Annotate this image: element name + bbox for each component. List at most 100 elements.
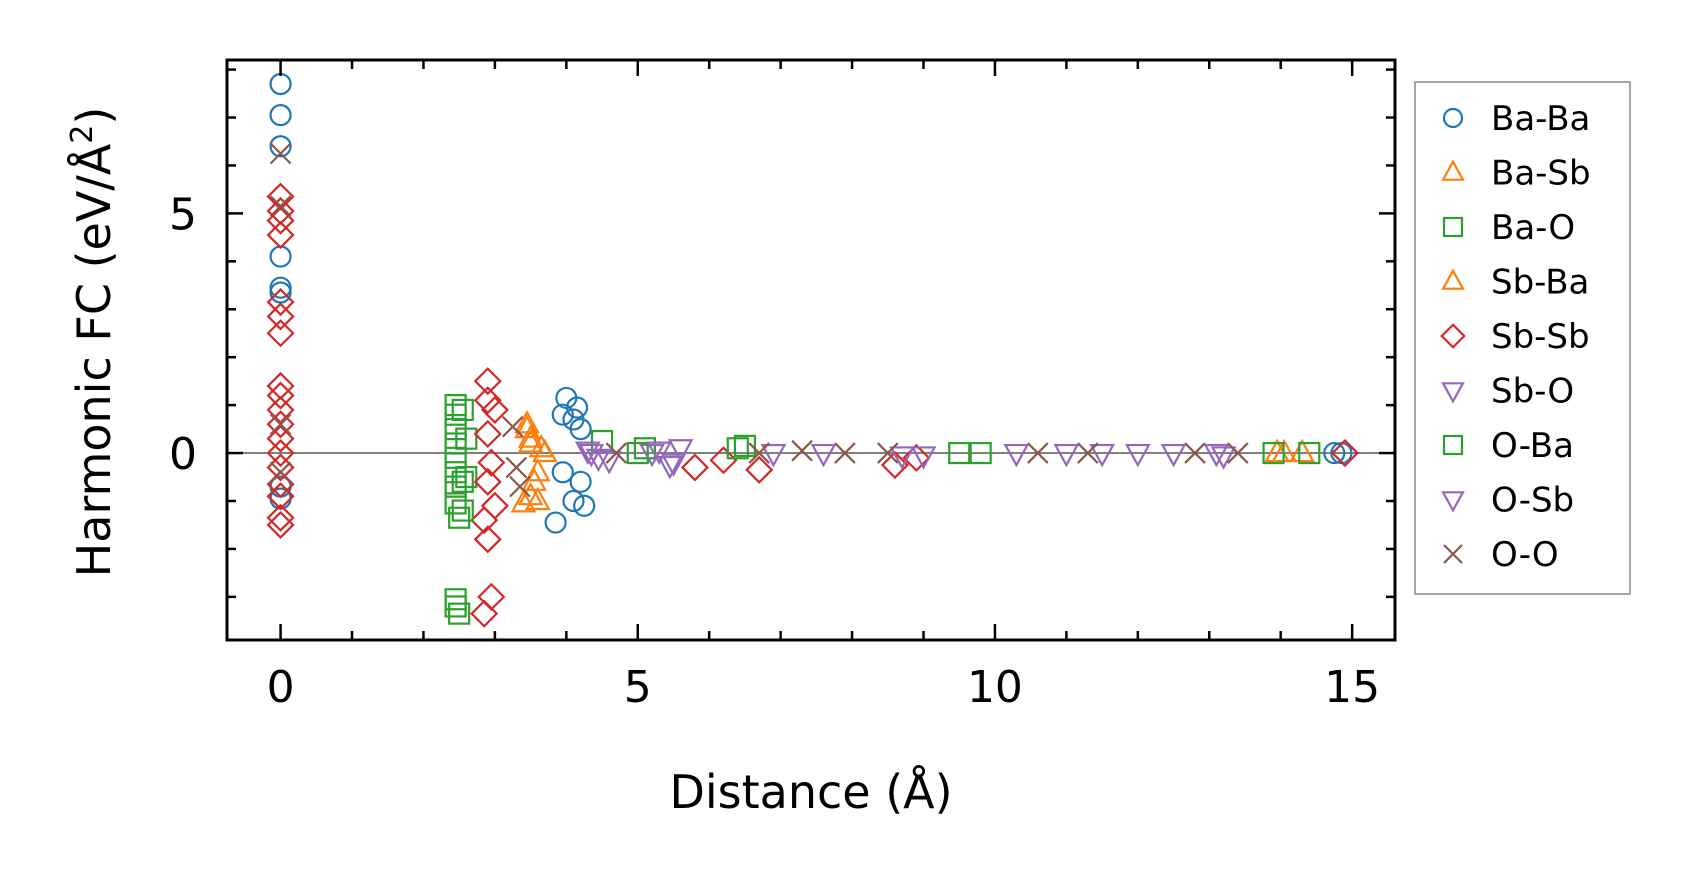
- data-point: [633, 437, 657, 460]
- series-o-o: [269, 142, 1249, 498]
- data-point: [569, 470, 592, 493]
- data-point: [451, 499, 474, 522]
- legend-marker: [1442, 107, 1464, 129]
- axes: 0 5 10 15 0 5: [169, 58, 1397, 713]
- data-point: [269, 142, 292, 165]
- legend-marker: [1441, 159, 1465, 181]
- data-point: [660, 453, 687, 477]
- data-point: [473, 525, 502, 554]
- data-point: [667, 439, 694, 463]
- data-point: [733, 434, 757, 457]
- data-point: [1262, 441, 1285, 465]
- data-point: [1077, 442, 1099, 464]
- data-point: [1227, 442, 1249, 464]
- data-point: [551, 461, 574, 484]
- data-point: [1124, 443, 1151, 468]
- plot-frame: [225, 58, 1397, 642]
- data-point: [573, 494, 596, 517]
- data-point: [444, 403, 467, 426]
- legend-label: O-O: [1491, 535, 1559, 575]
- legend-marker: [1441, 268, 1465, 290]
- data-point: [266, 206, 295, 235]
- legend-label: O-Sb: [1491, 481, 1574, 521]
- data-point: [269, 461, 292, 484]
- data-point: [639, 443, 665, 468]
- data-point: [590, 429, 614, 453]
- data-point: [473, 386, 502, 415]
- legend-item: O-Sb: [1441, 481, 1574, 521]
- data-point: [477, 448, 506, 477]
- x-tick-label: 0: [267, 662, 295, 713]
- data-point: [266, 371, 295, 401]
- data-point: [473, 419, 502, 448]
- series-ba-sb: [510, 414, 1315, 513]
- y-axis-label-superscript: 2: [65, 125, 100, 144]
- legend-item: Ba-Ba: [1442, 99, 1590, 139]
- data-point: [269, 281, 292, 304]
- legend-label: Ba-Sb: [1491, 154, 1591, 194]
- data-point: [680, 453, 709, 482]
- data-point: [1210, 446, 1237, 470]
- data-point: [451, 470, 474, 493]
- data-point: [748, 442, 770, 464]
- legend-item: O-Ba: [1442, 426, 1574, 466]
- x-tick-label: 5: [624, 662, 652, 713]
- legend-marker: [1443, 544, 1463, 564]
- data-point: [501, 415, 524, 438]
- legend-item: Sb-Ba: [1441, 263, 1589, 303]
- data-point: [473, 467, 502, 496]
- series-sb-sb: [266, 182, 1360, 628]
- data-point: [269, 72, 292, 96]
- data-point: [605, 442, 628, 464]
- series-o-sb: [578, 441, 1237, 480]
- data-point: [1203, 443, 1230, 468]
- data-point: [269, 276, 292, 299]
- data-point: [877, 442, 899, 464]
- data-point: [444, 492, 467, 515]
- data-point: [444, 595, 467, 618]
- data-point: [1323, 441, 1346, 465]
- data-point: [810, 443, 837, 468]
- series-o-ba: [451, 398, 1285, 522]
- data-point: [266, 302, 295, 331]
- x-tick-label: 15: [1324, 662, 1380, 713]
- data-point: [565, 396, 589, 419]
- data-point: [574, 441, 601, 465]
- legend-label: Sb-O: [1491, 372, 1574, 412]
- data-point: [1160, 443, 1187, 468]
- data-point: [657, 455, 683, 480]
- series-ba-o: [444, 394, 1321, 625]
- data-point: [448, 602, 471, 625]
- plot-area: [227, 72, 1395, 628]
- data-point: [910, 446, 937, 470]
- data-point: [889, 446, 915, 470]
- data-point: [517, 424, 544, 448]
- legend: Ba-Ba Ba-Sb Ba-O Sb-Ba Sb-Sb Sb-O O-Ba O-Sb O-O: [1414, 81, 1631, 595]
- data-point: [1330, 439, 1360, 468]
- legend-item: O-O: [1443, 535, 1559, 575]
- data-point: [470, 599, 499, 628]
- series-sb-ba: [514, 410, 1298, 506]
- data-point: [266, 288, 295, 317]
- data-point: [455, 427, 478, 450]
- data-point: [578, 443, 605, 468]
- data-point: [480, 395, 509, 424]
- data-point: [948, 441, 971, 465]
- y-tick-label: 0: [169, 429, 197, 480]
- data-point: [266, 319, 295, 348]
- data-point: [266, 196, 295, 226]
- data-point: [544, 511, 567, 534]
- data-point: [726, 437, 749, 460]
- legend-label: Sb-Sb: [1491, 317, 1590, 357]
- data-point: [269, 104, 292, 127]
- legend-marker: [1441, 491, 1465, 513]
- data-point: [791, 439, 813, 462]
- data-point: [1089, 443, 1115, 468]
- y-axis-label: Harmonic FC (eV/Å2): [65, 107, 121, 578]
- series-ba-ba: [269, 72, 1353, 534]
- legend-marker: [1442, 434, 1464, 456]
- legend-marker: [1442, 216, 1464, 238]
- data-point: [517, 429, 544, 453]
- data-point: [646, 441, 673, 465]
